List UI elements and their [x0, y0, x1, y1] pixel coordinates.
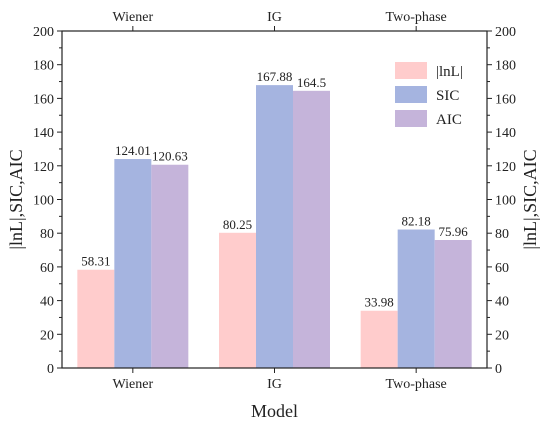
y-tick-label-right: 160	[495, 92, 516, 107]
x-axis-title: Model	[251, 401, 298, 421]
bar-ig-sic	[256, 85, 293, 369]
y-tick-label-right: 140	[495, 126, 516, 141]
y-tick-label-right: 120	[495, 160, 516, 175]
y-tick-label-left: 160	[33, 92, 54, 107]
legend-swatch	[395, 86, 427, 103]
data-label: 167.88	[257, 69, 293, 84]
x-tick-label: IG	[267, 377, 282, 392]
x-tick-label-top: Wiener	[113, 10, 154, 25]
y-tick-label-left: 40	[40, 295, 54, 310]
data-label: 164.5	[297, 75, 326, 90]
y-tick-label-right: 100	[495, 194, 516, 209]
data-label: 82.18	[402, 214, 431, 229]
y-tick-label-left: 140	[33, 126, 54, 141]
bar-two-phase-lnl	[360, 310, 398, 368]
bars-layer	[77, 85, 472, 369]
data-label: 124.01	[115, 143, 151, 158]
data-label: 58.31	[81, 254, 110, 269]
y-tick-label-left: 120	[33, 160, 54, 175]
x-tick-label-top: IG	[267, 10, 282, 25]
legend-label: SIC	[436, 88, 459, 104]
legend-label: AIC	[436, 112, 462, 128]
x-tick-label: Two-phase	[386, 377, 447, 392]
y-tick-label-left: 20	[40, 328, 54, 343]
data-label: 75.96	[439, 224, 469, 239]
y-tick-label-left: 180	[33, 59, 54, 74]
y-tick-label-right: 60	[495, 261, 509, 276]
legend: |lnL| SIC AIC	[395, 62, 463, 128]
y-tick-label-right: 0	[495, 362, 502, 377]
y-tick-label-left: 0	[47, 362, 54, 377]
axis-ticks-layer: Wiener Wiener IG IG Two-phase Two-phase 0 0 20 20…	[33, 10, 516, 392]
bar-ig-lnl	[219, 232, 256, 368]
data-label: 120.63	[152, 149, 188, 164]
data-label: 33.98	[365, 295, 394, 310]
y-tick-label-right: 20	[495, 328, 509, 343]
legend-label: |lnL|	[436, 64, 463, 80]
x-tick-label: Wiener	[113, 377, 154, 392]
y-tick-label-left: 80	[40, 227, 54, 242]
y-tick-label-right: 180	[495, 59, 516, 74]
data-labels-layer: 58.31 124.01 120.63 80.25 167.88 164.5 33.98 82…	[81, 69, 468, 310]
data-label: 80.25	[223, 217, 252, 232]
bar-wiener-sic	[114, 159, 152, 368]
y-tick-label-left: 100	[33, 194, 54, 209]
y-tick-label-right: 200	[495, 25, 516, 40]
bar-two-phase-aic	[434, 240, 472, 368]
x-tick-label-top: Two-phase	[386, 10, 447, 25]
bar-two-phase-sic	[397, 229, 435, 368]
y-tick-label-right: 40	[495, 295, 509, 310]
y-tick-label-left: 60	[40, 261, 54, 276]
y-tick-label-left: 200	[33, 25, 54, 40]
bar-wiener-aic	[151, 164, 189, 368]
y-axis-title-left: |lnL|,SIC,AIC	[6, 149, 26, 249]
y-tick-label-right: 80	[495, 227, 509, 242]
bar-wiener-lnl	[77, 269, 115, 368]
bar-ig-aic	[293, 90, 330, 368]
legend-swatch	[395, 62, 427, 79]
legend-swatch	[395, 110, 427, 127]
y-axis-title-right: |lnL|,SIC,AIC	[520, 149, 540, 249]
